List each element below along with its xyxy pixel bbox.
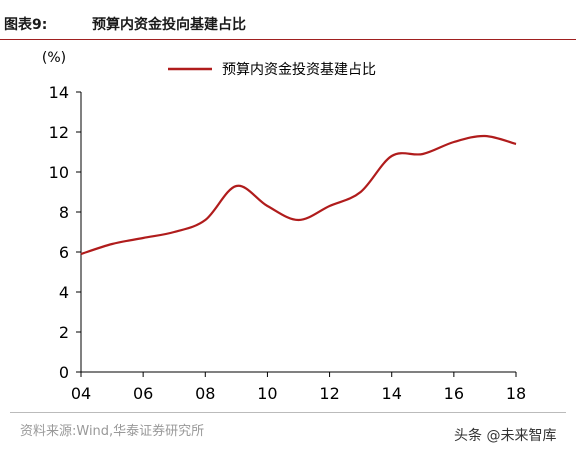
chart-legend: 预算内资金投资基建占比	[168, 61, 376, 78]
series-line	[80, 134, 517, 256]
x-tick-label: 06	[133, 384, 153, 403]
y-tick-label: 2	[59, 323, 69, 342]
x-tick-label: 10	[257, 384, 277, 403]
x-tick-label: 08	[195, 384, 215, 403]
chart-axes: 0 2 4 6 8 10 12 14 04 06 08 10 12 14 16 18 (%)	[42, 50, 526, 403]
chart-marks	[80, 134, 517, 256]
x-tick-label: 12	[319, 384, 339, 403]
legend-label: 预算内资金投资基建占比	[222, 61, 376, 78]
source-note: 资料来源:Wind,华泰证券研究所	[20, 424, 205, 439]
y-tick-label: 8	[59, 203, 69, 222]
y-tick-label: 12	[49, 123, 69, 142]
x-tick-label: 14	[382, 384, 402, 403]
x-tick-label: 04	[71, 384, 91, 403]
y-tick-label: 4	[59, 283, 69, 302]
x-tick-label: 16	[444, 384, 464, 403]
x-tick-label: 18	[506, 384, 526, 403]
watermark: 头条 @未来智库	[454, 428, 557, 444]
header-divider	[0, 39, 576, 40]
y-tick-label: 0	[59, 363, 69, 382]
y-tick-label: 10	[49, 163, 69, 182]
y-unit-label: (%)	[42, 50, 66, 66]
y-tick-label: 6	[59, 243, 69, 262]
y-tick-label: 14	[49, 83, 69, 102]
figure-header: 图表9: 预算内资金投向基建占比	[0, 0, 576, 40]
figure-title: 预算内资金投向基建占比	[92, 17, 246, 33]
footer-divider	[10, 412, 566, 413]
figure-label: 图表9:	[4, 17, 48, 33]
